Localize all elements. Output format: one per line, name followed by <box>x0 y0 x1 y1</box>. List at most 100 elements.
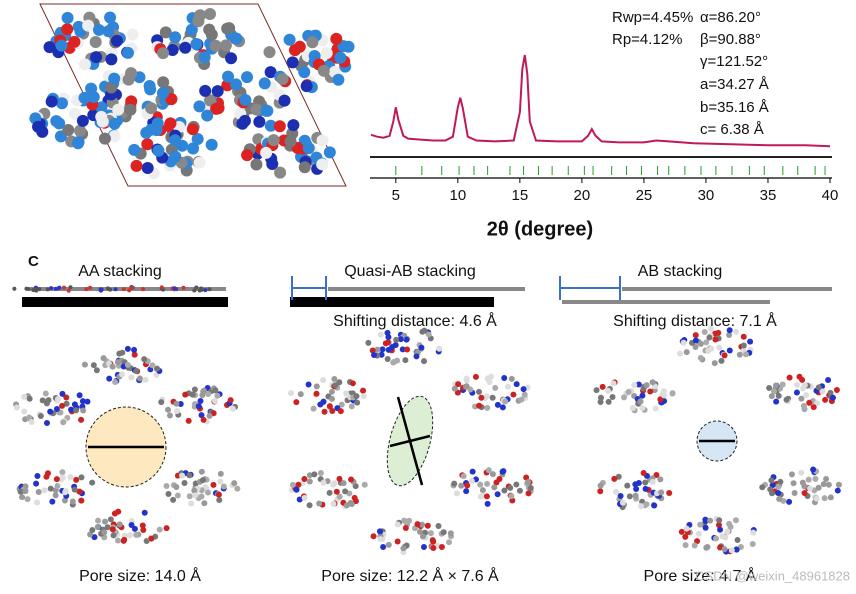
x-tick-label: 30 <box>698 187 715 204</box>
atom <box>320 47 333 60</box>
atom <box>145 102 158 115</box>
atom <box>173 484 180 491</box>
column-title: Quasi-AB stacking <box>344 263 476 280</box>
atom <box>768 393 775 400</box>
atom <box>195 403 202 410</box>
atom <box>451 385 458 392</box>
atom <box>206 412 213 419</box>
atom <box>141 356 148 363</box>
atom <box>276 73 289 86</box>
atom <box>477 481 484 488</box>
atom <box>217 478 224 485</box>
atom <box>814 400 821 407</box>
atom <box>109 526 116 533</box>
atom <box>330 32 343 45</box>
atom <box>463 377 470 384</box>
atom <box>639 392 646 399</box>
atom <box>518 396 525 403</box>
atom <box>494 401 501 408</box>
atom <box>105 53 118 66</box>
atom <box>403 336 410 343</box>
atom <box>200 416 207 423</box>
atom <box>632 492 639 499</box>
atom <box>320 398 327 405</box>
column-title: AA stacking <box>78 263 162 280</box>
atom <box>128 521 135 528</box>
atom <box>499 404 506 411</box>
atom <box>766 384 773 391</box>
atom <box>323 146 336 159</box>
atom <box>198 51 211 64</box>
atom <box>13 404 20 411</box>
atom <box>597 482 604 489</box>
atom <box>392 342 399 349</box>
atom <box>414 521 421 528</box>
atom <box>283 33 296 46</box>
atom <box>703 544 710 551</box>
atom <box>111 510 118 517</box>
atom <box>734 537 741 544</box>
atom <box>632 481 639 488</box>
atom <box>216 497 223 504</box>
atom <box>316 158 329 171</box>
atom <box>45 287 50 292</box>
atom <box>181 479 188 486</box>
atom <box>525 478 532 485</box>
atom <box>33 480 40 487</box>
atom <box>73 407 80 414</box>
atom <box>460 473 467 480</box>
atom <box>419 521 426 528</box>
atom <box>773 398 780 405</box>
atom <box>397 336 404 343</box>
atom <box>825 377 832 384</box>
atom <box>144 83 157 96</box>
atom <box>289 481 296 488</box>
atom <box>131 525 138 532</box>
x-axis-label: 2θ (degree) <box>487 218 593 240</box>
atom <box>78 91 91 104</box>
atom <box>491 484 498 491</box>
atom <box>484 404 491 411</box>
atom <box>45 95 58 108</box>
atom <box>815 384 822 391</box>
atom <box>683 349 690 356</box>
atom <box>267 134 280 147</box>
pattern-line <box>370 54 831 148</box>
atom <box>705 347 712 354</box>
atom <box>810 404 817 411</box>
atom <box>642 485 649 492</box>
atom <box>210 481 217 488</box>
atom <box>60 419 67 426</box>
atom <box>165 406 172 413</box>
annotation: Rwp=4.45% <box>612 9 693 26</box>
atom <box>652 405 659 412</box>
atom <box>201 109 214 122</box>
atom <box>108 130 121 143</box>
atom <box>478 394 485 401</box>
atom <box>63 400 70 407</box>
atom <box>692 332 699 339</box>
atom <box>90 362 97 369</box>
atom <box>181 285 186 290</box>
molecular-renderings <box>12 3 842 556</box>
atom <box>188 500 195 507</box>
atom <box>37 412 44 419</box>
atom <box>157 76 170 89</box>
atom <box>462 383 469 390</box>
atom <box>525 490 532 497</box>
atom <box>759 484 766 491</box>
atom <box>21 393 28 400</box>
atom <box>427 530 434 537</box>
atom <box>214 392 221 399</box>
atom <box>59 390 66 397</box>
x-tick-label: 15 <box>512 187 529 204</box>
atom <box>238 114 251 127</box>
atom <box>212 387 219 394</box>
atom <box>93 367 100 374</box>
shift-arrows <box>291 276 621 300</box>
atom <box>453 490 460 497</box>
atom <box>108 72 121 85</box>
atom <box>205 28 218 41</box>
atom <box>771 388 778 395</box>
atom <box>624 482 631 489</box>
